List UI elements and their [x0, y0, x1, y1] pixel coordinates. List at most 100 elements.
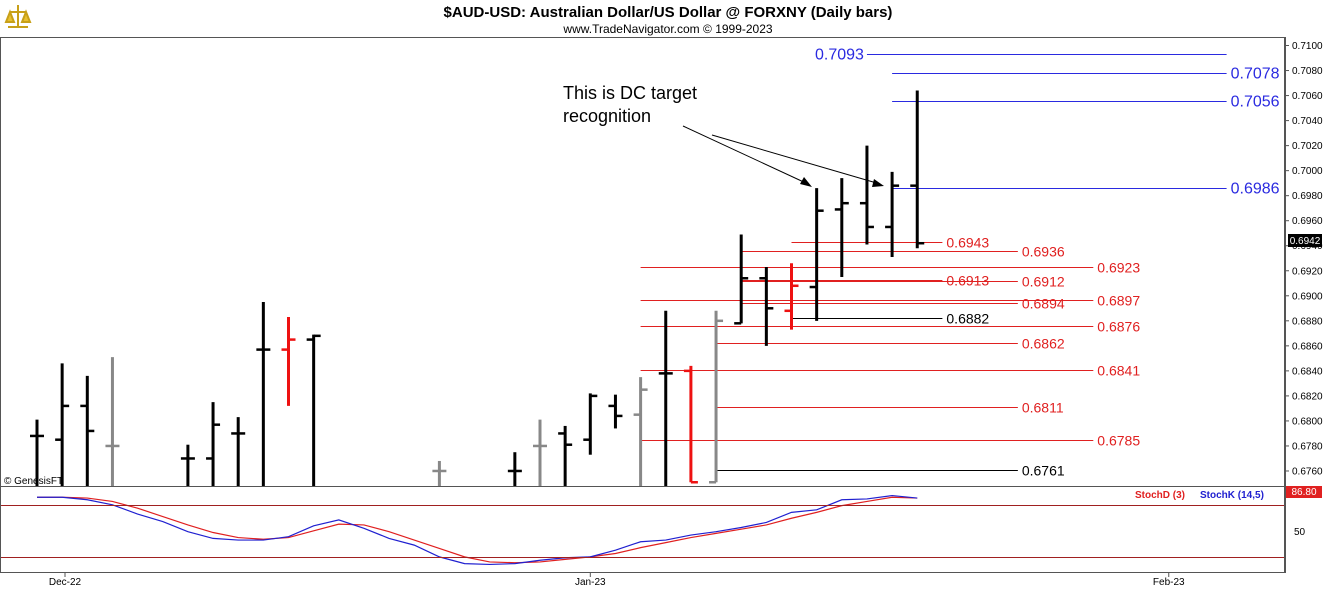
ohlc-bar	[608, 394, 623, 429]
logo-icon	[2, 2, 34, 32]
ohlc-bar	[583, 393, 598, 455]
annotation-line-1: This is DC target	[563, 83, 697, 103]
y-tick-label: 0.6820	[1292, 391, 1323, 402]
price-bars	[30, 90, 925, 486]
stoch-mid-label: 50	[1294, 527, 1306, 538]
y-tick-label: 0.6760	[1292, 466, 1323, 477]
chart-subtitle: www.TradeNavigator.com © 1999-2023	[562, 22, 772, 36]
level-label: 0.6986	[1231, 181, 1280, 198]
ohlc-bar	[885, 171, 900, 257]
ohlc-bar	[734, 234, 749, 325]
x-tick-label: Dec-22	[49, 577, 82, 588]
y-tick-label: 0.6840	[1292, 366, 1323, 377]
level-0.7056: 0.7056	[892, 94, 1280, 111]
ohlc-bar	[809, 188, 824, 321]
date-x-axis: Dec-22 Jan-23 Feb-23	[49, 573, 1185, 588]
stochastic-panel	[37, 494, 918, 566]
ohlc-bar	[105, 357, 120, 486]
price-panel-frame	[0, 37, 1285, 487]
y-tick-label: 0.6860	[1292, 341, 1323, 352]
y-tick-label: 0.7080	[1292, 66, 1323, 77]
level-0.6936: 0.6936	[741, 244, 1065, 260]
ohlc-bar	[231, 417, 246, 486]
price-y-axis: 0.7100 0.7080 0.7060 0.7040 0.7020 0.7000 0.69…	[1285, 41, 1323, 477]
chart-title: $AUD-USD: Australian Dollar/US Dollar @ …	[444, 4, 893, 21]
level-0.6862: 0.6862	[716, 336, 1065, 352]
stoch-legend-k: StochK (14,5)	[1200, 490, 1264, 501]
level-label: 0.6761	[1022, 463, 1065, 479]
stoch-legend-d: StochD (3)	[1135, 490, 1185, 501]
current-price-label: 0.6942	[1290, 236, 1321, 247]
ohlc-bar	[709, 310, 724, 484]
y-tick-label: 0.6880	[1292, 316, 1323, 327]
ohlc-bar	[306, 334, 321, 486]
level-label: 0.6841	[1097, 363, 1140, 379]
y-tick-label: 0.6980	[1292, 191, 1323, 202]
ohlc-bar	[859, 145, 874, 245]
level-label: 0.6936	[1022, 244, 1065, 260]
annotation-line-2: recognition	[563, 106, 651, 126]
y-tick-label: 0.7060	[1292, 91, 1323, 102]
y-tick-label: 0.6960	[1292, 216, 1323, 227]
y-tick-label: 0.6800	[1292, 416, 1323, 427]
level-label: 0.6943	[946, 235, 989, 251]
level-label: 0.6923	[1097, 260, 1140, 276]
ohlc-bar	[784, 263, 799, 330]
ohlc-bar	[281, 317, 296, 406]
level-0.6811: 0.6811	[716, 400, 1064, 416]
target-levels: 0.7093 0.7078 0.7056 0.6986 0.6943 0.6936 0.69…	[640, 47, 1280, 479]
ohlc-bar	[834, 178, 849, 278]
level-label: 0.6913	[946, 273, 989, 289]
level-label: 0.6897	[1097, 293, 1140, 309]
level-label: 0.6882	[946, 311, 989, 327]
level-label: 0.7056	[1231, 94, 1280, 111]
ohlc-bar	[507, 452, 522, 486]
ohlc-bar	[533, 419, 547, 486]
stoch-value-label: 86.80	[1291, 487, 1316, 498]
ohlc-bar	[180, 444, 195, 486]
level-label: 0.7078	[1231, 66, 1280, 83]
credit-label: © GenesisFT	[4, 476, 63, 487]
stoch-panel-frame	[0, 486, 1285, 573]
level-label: 0.6876	[1097, 319, 1140, 335]
ohlc-bar	[558, 425, 573, 486]
level-0.6894: 0.6894	[741, 296, 1065, 312]
ohlc-bar	[80, 375, 95, 486]
current-price-tag	[1288, 234, 1322, 247]
level-label: 0.6811	[1022, 400, 1064, 416]
ohlc-bar	[633, 377, 648, 486]
ohlc-bar	[910, 90, 925, 249]
ohlc-bar	[30, 419, 44, 486]
stoch-value-tag	[1286, 486, 1322, 498]
y-tick-label: 0.7000	[1292, 166, 1323, 177]
y-tick-label: 0.7100	[1292, 41, 1323, 52]
level-0.6923: 0.6923	[640, 260, 1140, 276]
level-label: 0.6894	[1022, 296, 1065, 312]
y-tick-label: 0.6780	[1292, 441, 1323, 452]
level-0.6882: 0.6882	[791, 311, 989, 327]
ohlc-bar	[55, 363, 70, 486]
level-0.6986: 0.6986	[892, 181, 1280, 198]
level-label: 0.6862	[1022, 336, 1065, 352]
stoch-d-line	[37, 496, 918, 564]
level-0.6943: 0.6943	[791, 235, 989, 251]
level-0.7093: 0.7093	[815, 47, 1227, 64]
ohlc-bar	[658, 310, 673, 486]
y-tick-label: 0.7040	[1292, 116, 1323, 127]
ohlc-bar	[683, 365, 698, 484]
ohlc-bar	[256, 302, 271, 486]
level-label: 0.7093	[815, 47, 864, 64]
level-0.6913: 0.6913	[741, 273, 989, 289]
level-0.6912: 0.6912	[741, 274, 1065, 290]
x-tick-label: Jan-23	[575, 577, 606, 588]
stoch-k-line	[37, 494, 918, 566]
ohlc-bar	[206, 402, 221, 486]
ohlc-bar	[759, 267, 774, 346]
level-0.7078: 0.7078	[892, 66, 1280, 83]
y-tick-label: 0.7020	[1292, 141, 1323, 152]
ohlc-bar	[432, 460, 447, 486]
y-tick-label: 0.6900	[1292, 291, 1323, 302]
level-0.6897: 0.6897	[640, 293, 1140, 309]
x-tick-label: Feb-23	[1153, 577, 1185, 588]
